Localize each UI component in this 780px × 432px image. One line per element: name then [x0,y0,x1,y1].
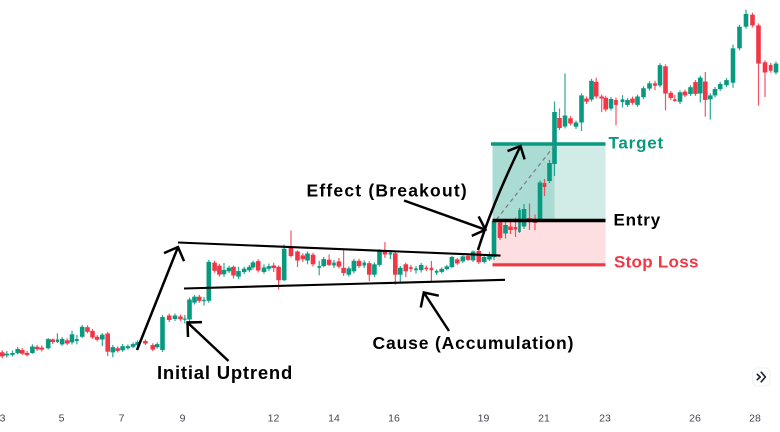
svg-text:23: 23 [599,413,611,425]
svg-text:14: 14 [328,413,340,425]
svg-text:Cause (Accumulation): Cause (Accumulation) [373,333,575,353]
svg-text:21: 21 [538,413,550,425]
svg-text:19: 19 [478,413,490,425]
svg-text:Stop Loss: Stop Loss [614,253,699,272]
svg-text:Entry: Entry [614,210,661,229]
svg-text:Effect (Breakout): Effect (Breakout) [307,180,468,200]
svg-text:5: 5 [59,413,65,425]
svg-text:28: 28 [749,413,761,425]
svg-text:7: 7 [119,413,125,425]
svg-text:12: 12 [268,413,280,425]
svg-text:Target: Target [609,134,665,153]
svg-text:26: 26 [689,413,701,425]
svg-text:16: 16 [388,413,400,425]
svg-text:Initial Uptrend: Initial Uptrend [157,362,293,383]
svg-text:9: 9 [180,413,186,425]
svg-text:3: 3 [0,413,6,425]
